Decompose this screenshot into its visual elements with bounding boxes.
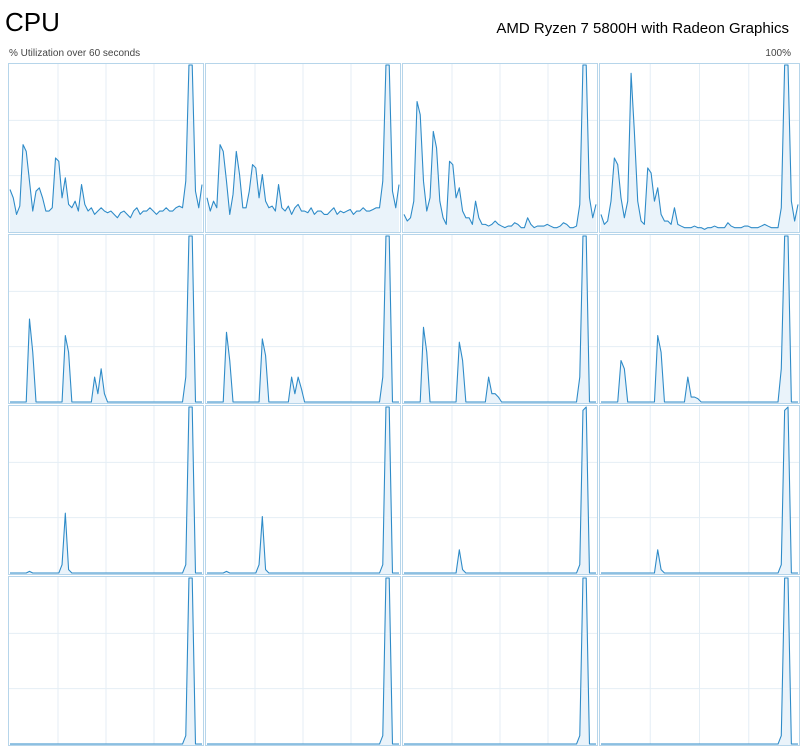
utilization-line bbox=[600, 577, 799, 745]
cpu-graph-plot bbox=[600, 577, 799, 745]
cpu-graph-plot bbox=[206, 64, 400, 232]
cpu-graph-9 bbox=[205, 405, 401, 575]
cpu-graph-plot bbox=[206, 406, 400, 574]
cpu-graph-plot bbox=[403, 235, 597, 403]
utilization-line bbox=[403, 577, 597, 745]
utilization-line bbox=[600, 406, 799, 574]
cpu-graph-plot bbox=[9, 406, 203, 574]
cpu-graph-5 bbox=[205, 234, 401, 404]
cpu-graph-11 bbox=[599, 405, 800, 575]
utilization-line bbox=[9, 64, 203, 219]
page-title: CPU bbox=[5, 7, 60, 37]
cpu-graph-12 bbox=[8, 576, 204, 746]
cpu-graph-plot bbox=[600, 235, 799, 403]
utilization-line bbox=[600, 64, 799, 230]
utilization-line bbox=[206, 577, 400, 745]
utilization-line bbox=[600, 235, 799, 403]
utilization-line bbox=[9, 577, 203, 745]
cpu-graph-plot bbox=[9, 64, 203, 232]
utilization-area bbox=[403, 235, 597, 403]
utilization-area bbox=[9, 64, 203, 232]
utilization-area bbox=[403, 64, 597, 232]
cpu-graph-plot bbox=[600, 406, 799, 574]
utilization-line bbox=[206, 64, 400, 215]
cpu-graph-plot bbox=[9, 235, 203, 403]
utilization-line bbox=[403, 64, 597, 229]
cpu-graph-plot bbox=[403, 577, 597, 745]
logical-processor-grid bbox=[8, 63, 800, 747]
utilization-line bbox=[403, 406, 597, 574]
processor-name: AMD Ryzen 7 5800H with Radeon Graphics bbox=[496, 20, 789, 37]
utilization-line bbox=[206, 235, 400, 403]
cpu-graph-plot bbox=[9, 577, 203, 745]
cpu-graph-13 bbox=[205, 576, 401, 746]
cpu-graph-1 bbox=[205, 63, 401, 233]
cpu-graph-plot bbox=[206, 235, 400, 403]
cpu-graph-6 bbox=[402, 234, 598, 404]
utilization-line bbox=[9, 235, 203, 403]
cpu-graph-14 bbox=[402, 576, 598, 746]
cpu-graph-plot bbox=[403, 406, 597, 574]
utilization-line bbox=[403, 235, 597, 403]
utilization-area bbox=[600, 235, 799, 403]
cpu-graph-plot bbox=[206, 577, 400, 745]
cpu-graph-plot bbox=[600, 64, 799, 232]
utilization-label: % Utilization over 60 seconds bbox=[9, 48, 141, 59]
cpu-graph-2 bbox=[402, 63, 598, 233]
utilization-area bbox=[206, 64, 400, 232]
max-utilization-label: 100% bbox=[765, 48, 791, 59]
utilization-area bbox=[206, 235, 400, 403]
cpu-graph-0 bbox=[8, 63, 204, 233]
cpu-graph-plot bbox=[403, 64, 597, 232]
cpu-graph-4 bbox=[8, 234, 204, 404]
cpu-graph-7 bbox=[599, 234, 800, 404]
cpu-graph-8 bbox=[8, 405, 204, 575]
cpu-graph-3 bbox=[599, 63, 800, 233]
cpu-graph-15 bbox=[599, 576, 800, 746]
utilization-area bbox=[600, 64, 799, 232]
utilization-area bbox=[9, 235, 203, 403]
utilization-line bbox=[206, 406, 400, 574]
utilization-line bbox=[9, 406, 203, 574]
cpu-graph-10 bbox=[402, 405, 598, 575]
